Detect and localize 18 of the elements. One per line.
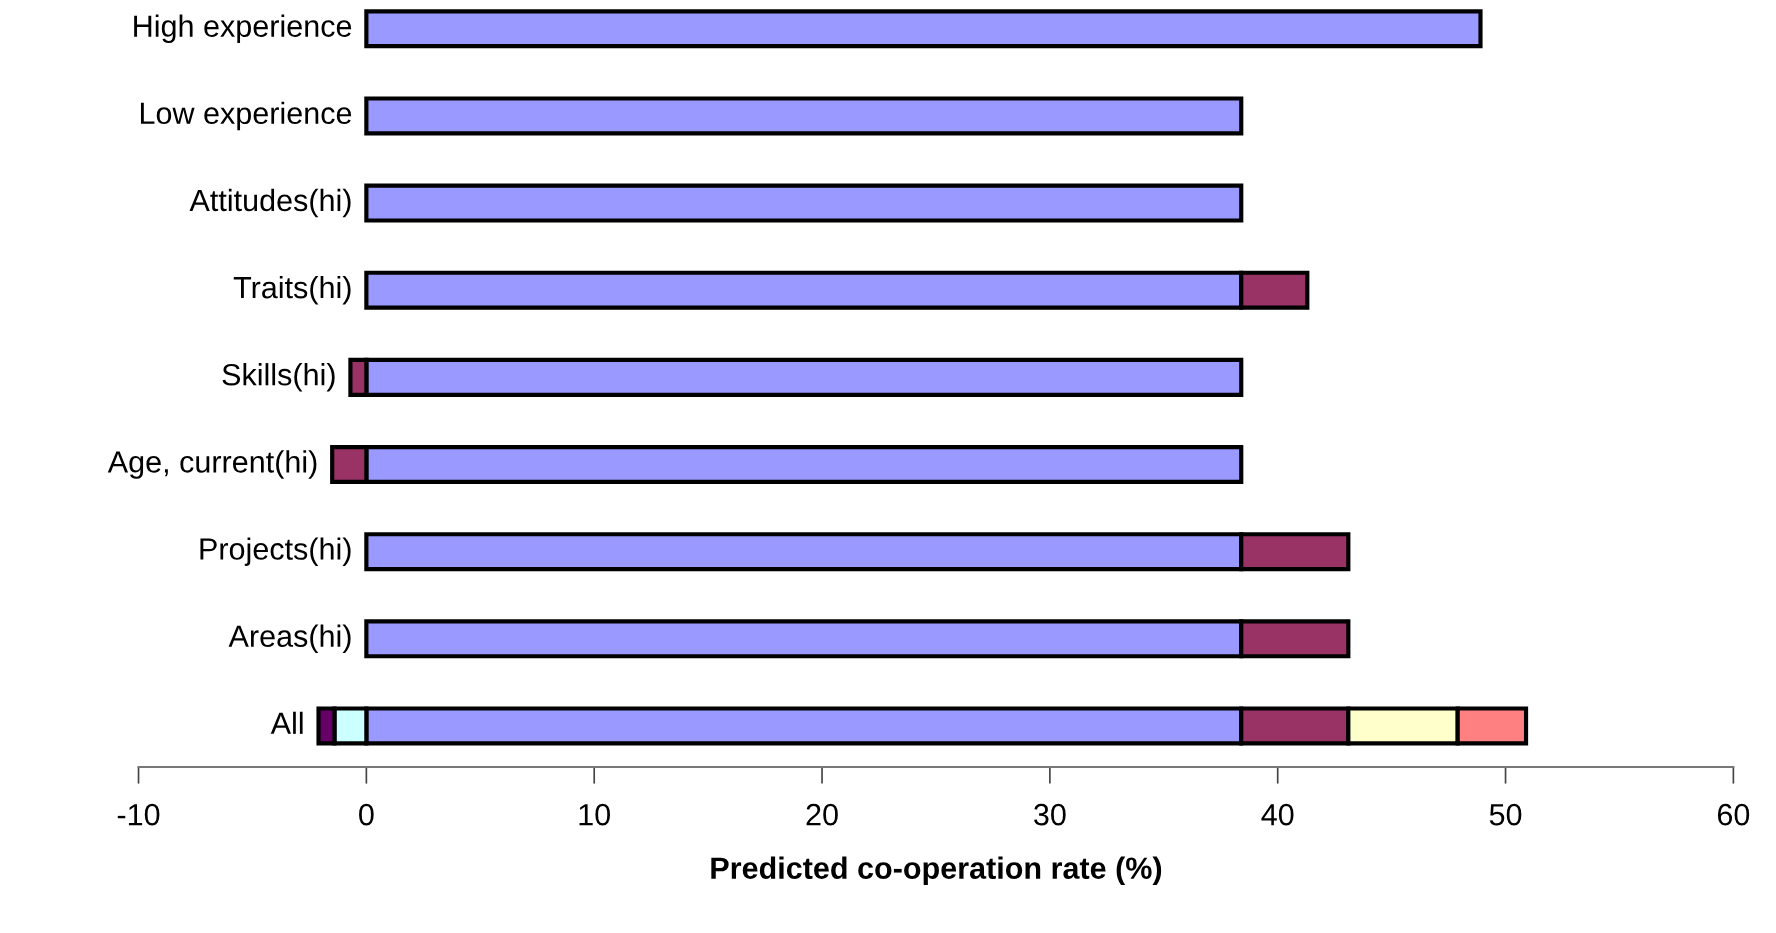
x-tick-label: 0 [359, 803, 374, 826]
y-tick-label: Attitudes(hi) [189, 188, 351, 218]
y-tick-label: Traits(hi) [233, 275, 351, 305]
y-tick-label: Areas(hi) [228, 624, 351, 654]
y-tick-label: Skills(hi) [222, 363, 335, 392]
x-tick-label: 30 [1034, 803, 1066, 826]
x-tick-label: -10 [117, 803, 160, 826]
y-tick-label: High experience [134, 14, 352, 43]
y-tick-label: Low experience [140, 101, 352, 131]
y-tick-label: Age, current(hi) [107, 450, 317, 479]
x-tick-label: 20 [806, 803, 838, 826]
x-tick-label: 60 [1717, 803, 1750, 826]
y-tick-label: All [270, 711, 303, 734]
x-tick-label: 50 [1489, 803, 1522, 826]
y-tick-label: Projects(hi) [200, 537, 351, 566]
x-tick-label: 10 [579, 803, 610, 826]
x-tick-label: 40 [1261, 803, 1294, 826]
x-axis-title: Predicted co-operation rate (%) [711, 856, 1162, 885]
